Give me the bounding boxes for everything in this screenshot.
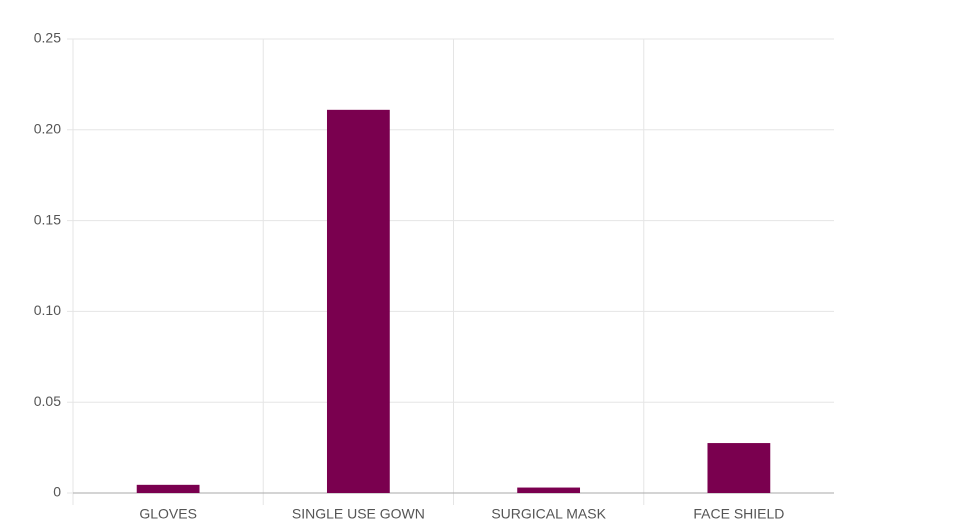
x-tick-label: GLOVES (139, 506, 197, 522)
bar (326, 109, 390, 493)
x-tick-label: SURGICAL MASK (491, 506, 606, 522)
x-tick-label: FACE SHIELD (693, 506, 784, 522)
y-tick-label: 0.05 (34, 393, 61, 409)
y-tick-label: 0.20 (34, 121, 61, 137)
y-tick-label: 0.15 (34, 211, 61, 227)
y-tick-label: 0.25 (34, 30, 61, 46)
bar (517, 487, 581, 493)
bar (707, 443, 771, 493)
x-tick-label: SINGLE USE GOWN (292, 506, 425, 522)
bar (136, 484, 200, 493)
y-tick-label: 0.10 (34, 302, 61, 318)
y-tick-label: 0 (53, 484, 61, 500)
